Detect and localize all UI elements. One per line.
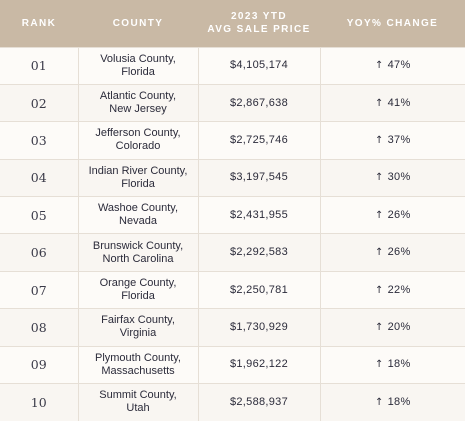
change-cell: ↑ 47% [319,46,465,85]
arrow-up-icon: ↑ [374,247,384,259]
table-row: 07 Orange County, Florida $2,250,781 ↑ 22% [0,270,465,309]
arrow-up-icon: ↑ [374,172,384,184]
county-name: Jefferson County, [95,127,181,140]
county-cell: Indian River County, Florida [77,158,198,197]
county-state: Florida [121,290,155,303]
change-value: 18% [387,395,411,408]
change-value: 37% [387,133,411,146]
county-name: Plymouth County, [94,351,181,364]
arrow-up-icon: ↑ [374,209,384,221]
change-cell: ↑ 18% [319,345,465,384]
change-value: 20% [387,320,411,333]
arrow-up-icon: ↑ [374,60,384,72]
county-column-header: COUNTY [112,17,164,29]
county-name: Volusia County, [100,52,176,65]
county-name: Fairfax County, [101,314,175,327]
rank-cell: 06 [0,233,78,272]
arrow-up-icon: ↑ [374,396,384,408]
table-row: 02 Atlantic County, New Jersey $2,867,638 ↑ 4… [0,83,465,122]
table-row: 03 Jefferson County, Colorado $2,725,746 ↑ 37… [0,121,465,160]
change-cell: ↑ 26% [319,233,465,272]
change-cell: ↑ 26% [319,196,465,234]
change-value: 41% [387,96,411,109]
county-state: North Carolina [102,252,174,265]
price-cell: $3,197,545 [197,158,320,197]
county-state: Utah [126,402,150,415]
price-column-header: 2023 YTD AVG SALE PRICE [198,0,320,47]
table-row: 08 Fairfax County, Virginia $1,730,929 ↑ 20% [0,308,465,347]
price-header-line1: 2023 YTD [230,11,288,23]
arrow-up-icon: ↑ [374,97,384,109]
county-state: Colorado [115,140,161,153]
county-cell: Jefferson County, Colorado [77,121,198,160]
county-name: Orange County, [99,277,177,290]
table-row: 09 Plymouth County, Massachusetts $1,962,12… [0,345,465,384]
price-cell: $2,867,638 [197,83,320,122]
change-cell: ↑ 30% [319,158,465,197]
table-body: 01 Volusia County, Florida $4,105,174 ↑ 47% 02… [0,46,465,421]
county-state: Massachusetts [101,364,175,377]
county-state: Virginia [119,327,157,340]
county-state: Florida [121,65,155,78]
change-value: 47% [387,59,411,72]
rank-cell: 08 [0,308,78,347]
arrow-up-icon: ↑ [374,321,384,333]
change-cell: ↑ 20% [319,308,465,347]
rank-cell: 03 [0,121,78,160]
county-state: New Jersey [109,103,167,116]
county-state: Florida [121,177,155,190]
county-name: Indian River County, [88,164,188,177]
county-name: Summit County, [99,389,177,402]
rank-cell: 09 [0,345,78,384]
price-cell: $2,588,937 [197,383,320,421]
table-row: 10 Summit County, Utah $2,588,937 ↑ 18% [0,383,465,421]
change-cell: ↑ 41% [319,83,465,122]
rank-cell: 01 [0,46,78,85]
county-cell: Brunswick County, North Carolina [77,233,198,272]
arrow-up-icon: ↑ [374,284,384,296]
price-cell: $2,431,955 [197,196,320,234]
change-value: 22% [387,283,411,296]
county-state: Nevada [119,215,157,228]
table-row: 04 Indian River County, Florida $3,197,545 ↑… [0,158,465,197]
rank-cell: 05 [0,196,78,234]
county-cell: Washoe County, Nevada [77,196,198,234]
price-cell: $2,250,781 [197,270,320,309]
arrow-up-icon: ↑ [374,134,384,146]
change-cell: ↑ 22% [319,270,465,309]
arrow-up-icon: ↑ [374,359,384,371]
change-value: 18% [387,358,411,371]
price-cell: $4,105,174 [197,46,320,85]
change-cell: ↑ 18% [319,383,465,421]
price-header-line2: AVG SALE PRICE [207,24,311,36]
table-row: 05 Washoe County, Nevada $2,431,955 ↑ 26% [0,196,465,234]
county-cell: Volusia County, Florida [77,46,198,85]
rank-cell: 10 [0,383,78,421]
price-cell: $1,962,122 [197,345,320,384]
change-column-header: YOY% CHANGE [346,17,439,29]
county-name: Washoe County, [97,202,179,215]
county-cell: Summit County, Utah [77,383,198,421]
price-cell: $2,725,746 [197,121,320,160]
rank-column-header: RANK [21,17,57,29]
price-cell: $1,730,929 [197,308,320,347]
county-cell: Atlantic County, New Jersey [77,83,198,122]
county-cell: Orange County, Florida [77,270,198,309]
rank-cell: 07 [0,270,78,309]
rank-cell: 04 [0,158,78,197]
rank-cell: 02 [0,83,78,122]
county-cell: Fairfax County, Virginia [77,308,198,347]
price-cell: $2,292,583 [197,233,320,272]
county-name: Atlantic County, [99,90,177,103]
change-cell: ↑ 37% [319,121,465,160]
table-row: 01 Volusia County, Florida $4,105,174 ↑ 47% [0,46,465,85]
change-value: 26% [387,246,411,259]
table-header-row: RANK COUNTY 2023 YTD AVG SALE PRICE YOY%… [0,0,465,47]
table-row: 06 Brunswick County, North Carolina $2,292,… [0,233,465,272]
county-name: Brunswick County, [92,239,184,252]
county-cell: Plymouth County, Massachusetts [77,345,198,384]
change-value: 26% [387,208,411,221]
change-value: 30% [387,171,411,184]
